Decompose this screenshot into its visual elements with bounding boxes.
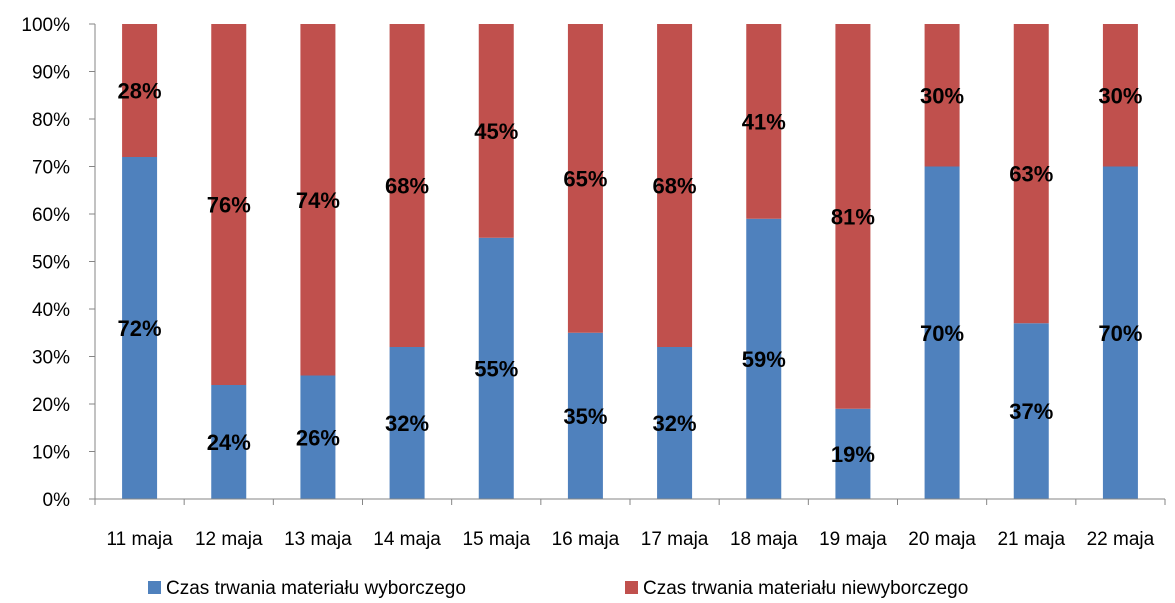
x-tick-label: 22 maja [1087,529,1155,550]
x-tick-label: 11 maja [106,529,173,550]
bar-segment-wyborczy [924,166,960,499]
x-tick-label: 17 maja [641,529,709,550]
bar-segment-niewyborczy [567,24,603,333]
y-axis: 0% 10% 20% 30% 40% 50% 60% 70% 80% 90% 100% [21,15,96,511]
data-label-wyborczy: 32% [653,411,697,436]
x-tick-label: 18 maja [730,529,798,550]
y-tick-label: 40% [32,300,70,321]
bar-segment-wyborczy [1102,166,1138,499]
data-label-wyborczy: 35% [563,404,607,429]
x-axis: 11 maja 12 maja 13 maja 14 maja 15 maja 16 ma… [94,498,1166,550]
data-label-niewyborczy: 63% [1009,162,1053,187]
x-tick-label: 21 maja [997,529,1065,550]
bar-segment-niewyborczy [657,24,693,347]
bar-segment-niewyborczy [211,24,247,385]
bar-segment-wyborczy [657,347,693,499]
data-label-wyborczy: 55% [474,356,518,381]
data-label-wyborczy: 24% [207,430,251,455]
legend-swatch [148,581,161,594]
legend-label: Czas trwania materiału wyborczego [166,578,466,599]
y-tick-label: 20% [32,395,70,416]
data-label-wyborczy: 26% [296,425,340,450]
bar-segment-wyborczy [122,157,158,499]
y-tick-label: 30% [32,348,70,369]
data-label-wyborczy: 19% [831,442,875,467]
bar-segment-niewyborczy [389,24,425,347]
bar-segment-niewyborczy [122,24,158,157]
bar-segment-wyborczy [300,375,336,499]
data-label-niewyborczy: 74% [296,188,340,213]
x-tick-label: 14 maja [373,529,441,550]
y-tick-label: 0% [43,490,71,511]
bar-segment-wyborczy [835,408,871,499]
y-tick-label: 50% [32,253,70,274]
legend-swatch [625,581,638,594]
bar-segment-niewyborczy [746,24,782,219]
legend-label: Czas trwania materiału niewyborczego [643,578,968,599]
x-tick-label: 12 maja [195,529,263,550]
data-label-niewyborczy: 68% [653,174,697,199]
data-label-wyborczy: 59% [742,347,786,372]
bar-segment-wyborczy [389,347,425,499]
data-label-niewyborczy: 30% [1098,83,1142,108]
x-tick-label: 13 maja [284,529,352,550]
y-tick-label: 100% [21,15,70,36]
x-tick-label: 19 maja [819,529,887,550]
y-tick-label: 60% [32,205,70,226]
data-labels: 72% 28% 24% 76% 26% 74% 32% 68% 55% 45% 35% 65% 32% 6… [118,79,1143,467]
y-tick-label: 90% [32,63,70,84]
x-tick-label: 20 maja [908,529,976,550]
bar-segment-wyborczy [211,385,247,499]
bar-segment-wyborczy [478,237,514,499]
data-label-niewyborczy: 45% [474,119,518,144]
data-label-wyborczy: 32% [385,411,429,436]
bar-segment-wyborczy [746,218,782,499]
y-tick-label: 10% [32,443,70,464]
data-label-niewyborczy: 28% [118,79,162,104]
bar-segment-niewyborczy [1013,24,1049,324]
data-label-niewyborczy: 41% [742,109,786,134]
legend: Czas trwania materiału wyborczego Czas tr… [148,578,968,599]
bar-segment-niewyborczy [835,24,871,409]
y-tick-label: 80% [32,110,70,131]
data-label-niewyborczy: 76% [207,193,251,218]
bar-segment-niewyborczy [478,24,514,238]
bars [122,24,1138,499]
data-label-wyborczy: 70% [1098,321,1142,346]
data-label-niewyborczy: 68% [385,174,429,199]
bar-segment-wyborczy [1013,323,1049,499]
data-label-wyborczy: 70% [920,321,964,346]
bar-segment-niewyborczy [924,24,960,167]
bar-segment-niewyborczy [1102,24,1138,167]
data-label-niewyborczy: 81% [831,204,875,229]
x-tick-label: 15 maja [462,529,530,550]
data-label-niewyborczy: 65% [563,166,607,191]
data-label-niewyborczy: 30% [920,83,964,108]
data-label-wyborczy: 37% [1009,399,1053,424]
data-label-wyborczy: 72% [118,316,162,341]
bar-segment-niewyborczy [300,24,336,376]
x-tick-label: 16 maja [552,529,620,550]
bar-segment-wyborczy [567,332,603,499]
y-tick-label: 70% [32,158,70,179]
